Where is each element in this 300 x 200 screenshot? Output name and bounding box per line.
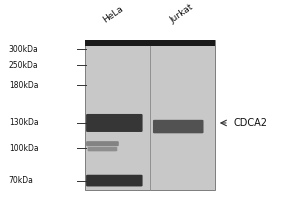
FancyBboxPatch shape <box>86 114 142 132</box>
Text: 70kDa: 70kDa <box>9 176 34 185</box>
FancyBboxPatch shape <box>86 175 142 186</box>
Bar <box>85 40 215 190</box>
Text: 130kDa: 130kDa <box>9 118 38 127</box>
Text: CDCA2: CDCA2 <box>233 118 267 128</box>
Text: 250kDa: 250kDa <box>9 61 38 70</box>
Text: 180kDa: 180kDa <box>9 81 38 90</box>
Text: Jurkat: Jurkat <box>168 2 195 25</box>
Text: HeLa: HeLa <box>101 4 125 25</box>
Text: 100kDa: 100kDa <box>9 144 38 153</box>
Text: 300kDa: 300kDa <box>9 45 39 54</box>
FancyBboxPatch shape <box>88 147 117 151</box>
FancyBboxPatch shape <box>86 141 119 146</box>
FancyBboxPatch shape <box>153 120 203 133</box>
Bar <box>85 40 215 46</box>
